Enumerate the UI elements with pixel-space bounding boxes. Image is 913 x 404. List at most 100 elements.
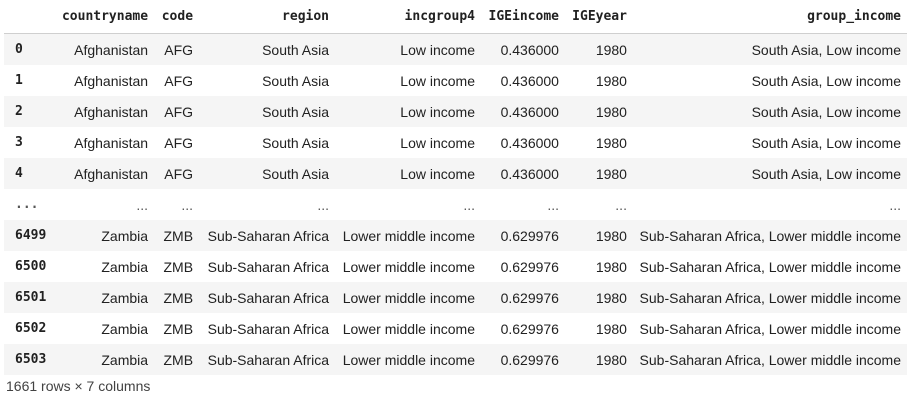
- column-header: group_income: [632, 0, 907, 34]
- table-cell: ...: [181, 196, 194, 213]
- table-body: 0 Afghanistan AFG South Asia Low income 0.436…: [4, 33, 907, 375]
- table-cell: Sub-Saharan Africa: [207, 289, 330, 306]
- table-cell: Low income: [400, 165, 475, 182]
- table-cell: 1980: [595, 289, 627, 306]
- table-cell: ...: [136, 196, 149, 213]
- table-cell: 1980: [595, 227, 627, 244]
- table-cell: Low income: [400, 134, 475, 151]
- table-cell: AFG: [164, 134, 194, 151]
- table-cell: ZMB: [163, 320, 194, 337]
- index-header: [4, 0, 56, 34]
- table-cell: 1980: [595, 72, 627, 89]
- row-index: 4: [15, 166, 23, 181]
- dataframe-output: countryname code region incgroup4 IGEinc…: [4, 0, 907, 375]
- table-cell: ZMB: [163, 351, 194, 368]
- column-header: IGEyear: [564, 0, 633, 34]
- table-cell: Sub-Saharan Africa: [207, 227, 330, 244]
- table-cell: South Asia, Low income: [751, 165, 901, 182]
- table-cell: 0.436000: [500, 103, 559, 120]
- header-row: countryname code region incgroup4 IGEinc…: [4, 0, 907, 34]
- table-cell: 0.629976: [500, 227, 559, 244]
- table-cell: South Asia: [262, 103, 330, 120]
- table-cell: South Asia: [262, 165, 330, 182]
- table-cell: South Asia: [262, 134, 330, 151]
- table-cell: ...: [615, 196, 627, 213]
- table-cell: South Asia, Low income: [751, 103, 901, 120]
- table-cell: 0.629976: [500, 289, 559, 306]
- table-row: 1 Afghanistan AFG South Asia Low income 0.436…: [4, 65, 907, 96]
- row-index: 3: [15, 135, 23, 150]
- table-row: 6501 Zambia ZMB Sub-Saharan Africa Lower mid…: [4, 282, 907, 313]
- table-cell: 0.436000: [500, 72, 559, 89]
- row-index: 6503: [15, 352, 47, 367]
- table-cell: Lower middle income: [342, 227, 475, 244]
- table-cell: 1980: [595, 41, 627, 58]
- table-cell: South Asia, Low income: [751, 41, 901, 58]
- table-cell: Sub-Saharan Africa: [207, 320, 330, 337]
- table-cell: 1980: [595, 134, 627, 151]
- row-index: 6501: [15, 290, 47, 305]
- table-row: 0 Afghanistan AFG South Asia Low income 0.436…: [4, 33, 907, 65]
- shape-summary: 1661 rows × 7 columns: [6, 378, 151, 394]
- table-row: 4 Afghanistan AFG South Asia Low income 0.436…: [4, 158, 907, 189]
- table-row: 3 Afghanistan AFG South Asia Low income 0.436…: [4, 127, 907, 158]
- table-cell: 1980: [595, 320, 627, 337]
- table-cell: AFG: [164, 103, 194, 120]
- table-cell: AFG: [164, 72, 194, 89]
- table-cell: 1980: [595, 103, 627, 120]
- table-cell: 0.629976: [500, 351, 559, 368]
- row-index: 6500: [15, 259, 47, 274]
- table-cell: Zambia: [101, 258, 149, 275]
- table-cell: 0.629976: [500, 320, 559, 337]
- table-cell: Afghanistan: [74, 134, 149, 151]
- column-header: incgroup4: [335, 0, 481, 34]
- table-cell: Afghanistan: [74, 103, 149, 120]
- table-cell: 1980: [595, 165, 627, 182]
- table-cell: Afghanistan: [74, 41, 149, 58]
- row-index: 6502: [15, 321, 47, 336]
- table-cell: Low income: [400, 41, 475, 58]
- table-row: 6503 Zambia ZMB Sub-Saharan Africa Lower mid…: [4, 344, 907, 375]
- column-header: IGEincome: [481, 0, 565, 34]
- table-cell: Zambia: [101, 227, 149, 244]
- table-cell: Afghanistan: [74, 165, 149, 182]
- table-cell: Lower middle income: [342, 289, 475, 306]
- row-index: 0: [15, 42, 23, 57]
- table-cell: 0.436000: [500, 134, 559, 151]
- ellipsis-row: ........................: [4, 189, 907, 220]
- dataframe-table: countryname code region incgroup4 IGEinc…: [4, 0, 907, 375]
- table-cell: AFG: [164, 41, 194, 58]
- table-cell: Sub-Saharan Africa, Lower middle income: [639, 289, 901, 306]
- table-cell: Afghanistan: [74, 72, 149, 89]
- row-index: 6499: [15, 228, 47, 243]
- table-row: 6500 Zambia ZMB Sub-Saharan Africa Lower mid…: [4, 251, 907, 282]
- row-index: 1: [15, 73, 23, 88]
- table-cell: Sub-Saharan Africa: [207, 258, 330, 275]
- table-cell: Zambia: [101, 289, 149, 306]
- table-cell: 0.436000: [500, 41, 559, 58]
- row-index: 2: [15, 104, 23, 119]
- table-cell: South Asia, Low income: [751, 134, 901, 151]
- table-cell: ...: [317, 196, 330, 213]
- table-cell: 1980: [595, 258, 627, 275]
- table-cell: 0.436000: [500, 165, 559, 182]
- table-cell: ZMB: [163, 227, 194, 244]
- table-cell: Sub-Saharan Africa, Lower middle income: [639, 320, 901, 337]
- table-cell: ZMB: [163, 289, 194, 306]
- row-index: ...: [15, 197, 39, 212]
- table-cell: Lower middle income: [342, 258, 475, 275]
- column-header: code: [154, 0, 200, 34]
- table-cell: Zambia: [101, 320, 149, 337]
- table-header: countryname code region incgroup4 IGEinc…: [4, 0, 907, 34]
- table-cell: ...: [547, 196, 559, 213]
- table-cell: 1980: [595, 351, 627, 368]
- table-cell: Low income: [400, 103, 475, 120]
- table-cell: Low income: [400, 72, 475, 89]
- column-header: region: [199, 0, 336, 34]
- table-cell: South Asia: [262, 41, 330, 58]
- table-cell: Zambia: [101, 351, 149, 368]
- table-cell: South Asia: [262, 72, 330, 89]
- table-row: 6502 Zambia ZMB Sub-Saharan Africa Lower mid…: [4, 313, 907, 344]
- table-cell: 0.629976: [500, 258, 559, 275]
- table-cell: AFG: [164, 165, 194, 182]
